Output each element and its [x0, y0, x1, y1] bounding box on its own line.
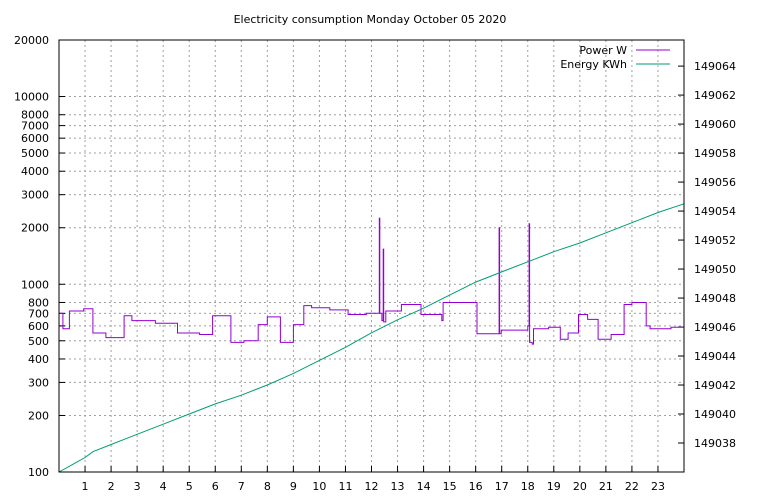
y-left-tick-label: 6000	[21, 132, 49, 145]
x-tick-label: 9	[290, 480, 297, 493]
y-right-tick-label: 149048	[694, 292, 736, 305]
y-right-tick-label: 149046	[694, 321, 736, 334]
x-tick-label: 7	[238, 480, 245, 493]
chart-title: Electricity consumption Monday October 0…	[234, 13, 507, 26]
plot-frame	[58, 39, 685, 473]
x-tick-label: 13	[391, 480, 405, 493]
y-left-tick-label: 8000	[21, 109, 49, 122]
x-tick-label: 21	[599, 480, 613, 493]
y-left-tick-label: 200	[28, 409, 49, 422]
x-tick-label: 19	[547, 480, 561, 493]
x-tick-label: 6	[212, 480, 219, 493]
y-left-tick-label: 3000	[21, 189, 49, 202]
y-left-tick-label: 10000	[14, 91, 49, 104]
plot-series	[58, 203, 685, 473]
x-tick-label: 16	[469, 480, 483, 493]
axis-ticks: 1 2 3 4 5 6 7 8 9 10 11 12 13 14 15 16 17 18 19 20 21 22 23100…	[14, 34, 736, 493]
y-left-tick-label: 7000	[21, 120, 49, 133]
y-left-tick-label: 500	[28, 335, 49, 348]
x-tick-label: 22	[625, 480, 639, 493]
x-tick-label: 17	[495, 480, 509, 493]
y-left-tick-label: 4000	[21, 165, 49, 178]
legend-label: Energy KWh	[560, 58, 627, 71]
y-right-tick-label: 149044	[694, 350, 736, 363]
y-right-tick-label: 149040	[694, 408, 736, 421]
y-left-tick-label: 20000	[14, 34, 49, 47]
x-tick-label: 14	[417, 480, 431, 493]
x-tick-label: 10	[312, 480, 326, 493]
y-left-tick-label: 300	[28, 376, 49, 389]
y-right-tick-label: 149050	[694, 263, 736, 276]
y-right-tick-label: 149038	[694, 437, 736, 450]
legend-label: Power W	[579, 44, 627, 57]
y-left-tick-label: 700	[28, 307, 49, 320]
x-tick-label: 4	[160, 480, 167, 493]
y-right-tick-label: 149052	[694, 234, 736, 247]
x-tick-label: 8	[264, 480, 271, 493]
x-tick-label: 23	[651, 480, 665, 493]
y-left-tick-label: 1000	[21, 278, 49, 291]
y-left-tick-label: 100	[28, 466, 49, 479]
y-right-tick-label: 149062	[694, 89, 736, 102]
y-right-tick-label: 149064	[694, 60, 736, 73]
y-left-tick-label: 400	[28, 353, 49, 366]
x-tick-label: 15	[443, 480, 457, 493]
x-tick-label: 1	[82, 480, 89, 493]
y-left-tick-label: 800	[28, 296, 49, 309]
x-tick-label: 11	[338, 480, 352, 493]
x-tick-label: 18	[521, 480, 535, 493]
y-left-tick-label: 5000	[21, 147, 49, 160]
x-tick-label: 12	[365, 480, 379, 493]
x-tick-label: 2	[108, 480, 115, 493]
y-right-tick-label: 149060	[694, 118, 736, 131]
grid-lines	[59, 40, 684, 472]
y-right-tick-label: 149056	[694, 176, 736, 189]
y-left-tick-label: 600	[28, 320, 49, 333]
power-w-series	[59, 217, 684, 345]
y-right-tick-label: 149042	[694, 379, 736, 392]
x-tick-label: 20	[573, 480, 587, 493]
y-right-tick-label: 149054	[694, 205, 736, 218]
y-left-tick-label: 2000	[21, 222, 49, 235]
x-tick-label: 5	[186, 480, 193, 493]
energy-kwh-series	[58, 203, 685, 473]
x-tick-label: 3	[134, 480, 141, 493]
y-right-tick-label: 149058	[694, 147, 736, 160]
